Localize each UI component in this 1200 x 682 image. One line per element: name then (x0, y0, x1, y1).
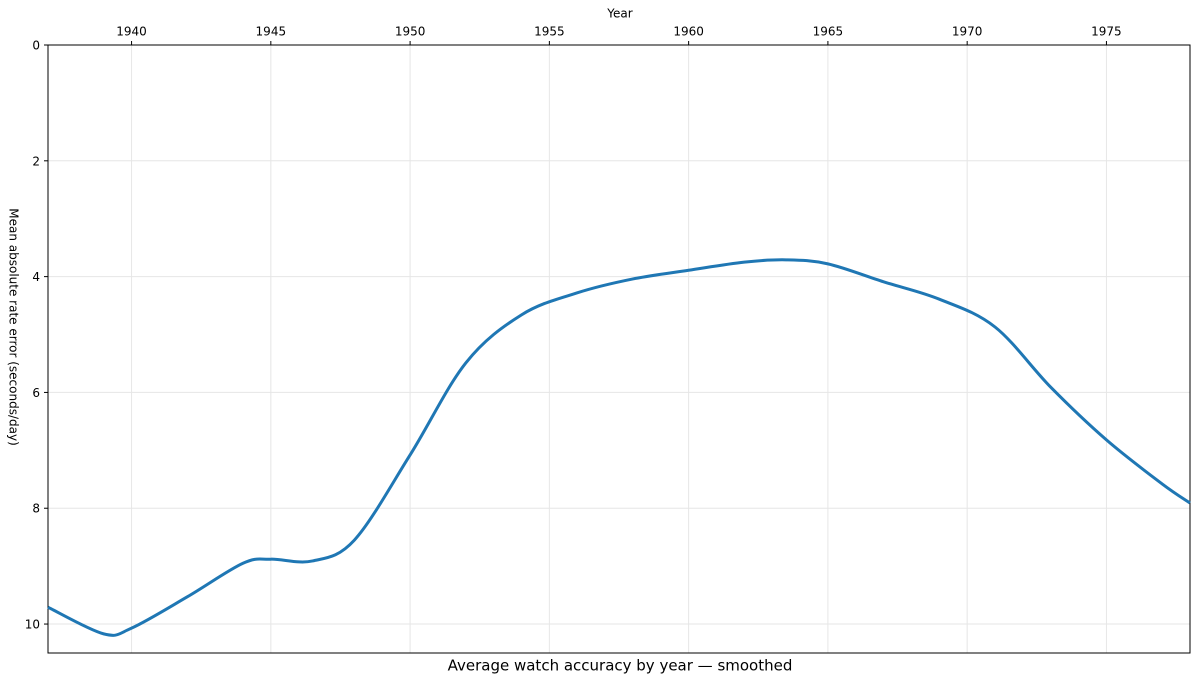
x-tick-label: 1975 (1091, 25, 1122, 39)
y-tick-label: 2 (32, 154, 40, 168)
y-axis-label: Mean absolute rate error (seconds/day) (7, 208, 21, 446)
x-tick-label: 1940 (116, 25, 147, 39)
x-tick-label: 1965 (813, 25, 844, 39)
data-line (47, 258, 1191, 637)
x-tick-label: 1960 (673, 25, 704, 39)
x-tick-label: 1950 (395, 25, 426, 39)
y-tick-label: 10 (25, 618, 40, 632)
x-tick-label: 1945 (256, 25, 287, 39)
y-tick-label: 6 (32, 386, 40, 400)
y-tick-label: 4 (32, 270, 40, 284)
y-tick-label: 8 (32, 502, 40, 516)
chart-title: Average watch accuracy by year — smoothe… (448, 657, 793, 675)
x-tick-label: 1970 (952, 25, 983, 39)
plot-frame (47, 44, 1191, 654)
x-axis-label: Year (606, 7, 632, 21)
x-tick-label: 1955 (534, 25, 565, 39)
y-tick-label: 0 (32, 39, 40, 53)
